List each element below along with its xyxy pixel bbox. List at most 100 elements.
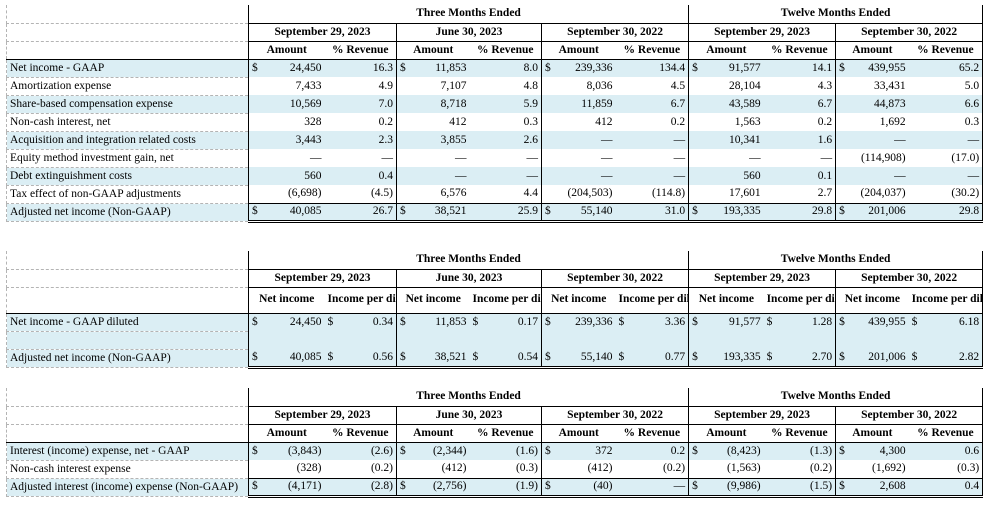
amount-value: (8,423) bbox=[700, 442, 764, 460]
pct-value: (0.3) bbox=[469, 460, 542, 479]
pct-value: 0.1 bbox=[763, 167, 836, 185]
net-income-value: 11,853 bbox=[408, 313, 470, 331]
net-income-value: 38,521 bbox=[408, 349, 470, 369]
period-header: September 30, 2022 bbox=[835, 406, 984, 425]
amount-value: (9,986) bbox=[700, 478, 764, 498]
eps-value: 0.17 bbox=[517, 315, 538, 328]
amount-value: (4,171) bbox=[260, 478, 325, 498]
pct-value: 6.6 bbox=[908, 95, 984, 113]
period-header: September 29, 2023 bbox=[688, 23, 836, 42]
amount-value: — bbox=[749, 151, 761, 164]
table-row-total: Adjusted interest (income) expense (Non-… bbox=[6, 478, 984, 498]
pct-value: — bbox=[615, 131, 689, 149]
period-header: September 29, 2023 bbox=[688, 406, 836, 425]
pct-value: — bbox=[381, 151, 394, 164]
table-row-spacer bbox=[6, 331, 984, 350]
amount-value: — bbox=[847, 167, 909, 185]
pct-value: (2.8) bbox=[324, 478, 397, 498]
net-income-value: 55,140 bbox=[553, 349, 616, 369]
table-row: Adjusted net income (Non-GAAP) $40,085 $0… bbox=[6, 349, 984, 369]
pct-revenue-header: % Revenue bbox=[771, 426, 828, 439]
pct-value: 31.0 bbox=[615, 203, 689, 223]
amount-value: 11,859 bbox=[553, 95, 616, 113]
amount-value: (40) bbox=[553, 478, 616, 498]
dollar-sign: $ bbox=[396, 313, 409, 331]
net-income-value: 24,450 bbox=[260, 313, 325, 331]
amount-value: 8,718 bbox=[408, 95, 470, 113]
pct-value: (2.6) bbox=[324, 442, 397, 460]
pct-value: 14.1 bbox=[763, 59, 836, 77]
pct-revenue-header: % Revenue bbox=[476, 426, 534, 439]
pct-value: 6.7 bbox=[763, 95, 836, 113]
dollar-sign: $ bbox=[327, 350, 334, 363]
amount-header: Amount bbox=[688, 424, 764, 442]
eps-value: 0.77 bbox=[664, 350, 686, 363]
pct-value: 5.9 bbox=[469, 95, 542, 113]
amount-value: — bbox=[310, 151, 322, 164]
pct-value: (1.5) bbox=[763, 478, 836, 498]
amount-value: 560 bbox=[260, 167, 325, 185]
pct-value: (114.8) bbox=[615, 185, 689, 204]
amount-header: Amount bbox=[688, 41, 764, 59]
dollar-sign: $ bbox=[472, 350, 479, 363]
row-label: Equity method investment gain, net bbox=[6, 149, 249, 168]
pct-value: 0.2 bbox=[378, 115, 393, 128]
table-row: Share-based compensation expense 10,569 7… bbox=[6, 95, 984, 114]
header-spacer bbox=[6, 287, 249, 314]
table-row-total: Adjusted net income (Non-GAAP) $40,085 26… bbox=[6, 203, 984, 223]
amount-value: 193,335 bbox=[700, 203, 764, 223]
pct-value: 1.6 bbox=[763, 131, 836, 149]
interest-reconciliation-table: Three Months Ended Twelve Months Ended S… bbox=[6, 388, 984, 498]
amount-value: 239,336 bbox=[553, 59, 616, 77]
net-income-value: 439,955 bbox=[847, 313, 909, 331]
amount-value: 7,433 bbox=[295, 79, 322, 92]
amount-value: 24,450 bbox=[260, 59, 325, 77]
net-income-value: 201,006 bbox=[847, 349, 909, 369]
dollar-sign: $ bbox=[541, 478, 554, 498]
table-row: Acquisition and integration related cost… bbox=[6, 131, 984, 150]
period-header: September 30, 2022 bbox=[540, 269, 689, 288]
dollar-sign: $ bbox=[688, 442, 701, 460]
row-label: Interest (income) expense, net - GAAP bbox=[6, 442, 249, 461]
amount-value: 11,853 bbox=[408, 59, 470, 77]
pct-revenue-header: % Revenue bbox=[908, 424, 984, 442]
period-header: September 29, 2023 bbox=[248, 406, 397, 425]
pct-value: 6.7 bbox=[615, 95, 689, 113]
amount-value: (2,756) bbox=[408, 478, 470, 498]
pct-value: (0.2) bbox=[763, 460, 836, 479]
header-spacer bbox=[6, 269, 249, 288]
amount-value: 6,576 bbox=[408, 185, 470, 204]
table-row: Tax effect of non-GAAP adjustments (6,69… bbox=[6, 185, 984, 204]
period-header: September 30, 2022 bbox=[540, 23, 689, 42]
amount-value: 40,085 bbox=[260, 203, 325, 223]
pct-value: (0.2) bbox=[615, 460, 689, 479]
dollar-sign: $ bbox=[618, 315, 625, 328]
amount-header: Amount bbox=[396, 41, 470, 59]
amount-value: 3,443 bbox=[260, 131, 325, 149]
dollar-sign: $ bbox=[248, 203, 261, 223]
row-label: Acquisition and integration related cost… bbox=[6, 131, 249, 150]
dollar-sign: $ bbox=[688, 59, 701, 77]
pct-value: 0.4 bbox=[324, 167, 397, 185]
dollar-sign: $ bbox=[766, 315, 773, 328]
amount-value: — bbox=[847, 131, 909, 149]
amount-header: Amount bbox=[248, 424, 325, 442]
amount-value: (1,692) bbox=[847, 460, 909, 479]
amount-value: 43,589 bbox=[700, 95, 764, 113]
table-row: Interest (income) expense, net - GAAP $(… bbox=[6, 442, 984, 461]
period-header: September 29, 2023 bbox=[248, 23, 397, 42]
pct-value: 0.6 bbox=[908, 442, 984, 460]
amount-value: 3,855 bbox=[408, 131, 470, 149]
pct-value: 65.2 bbox=[908, 59, 984, 77]
period-header: September 30, 2022 bbox=[540, 406, 689, 425]
table-row: Net income - GAAP diluted $24,450 $0.34 $… bbox=[6, 313, 984, 332]
amount-value: 372 bbox=[553, 442, 616, 460]
pct-value: (17.0) bbox=[908, 149, 984, 167]
amount-value: 328 bbox=[304, 115, 322, 128]
amount-value: 33,431 bbox=[873, 79, 906, 92]
period-header: September 30, 2022 bbox=[835, 23, 984, 42]
amount-value: (1,563) bbox=[700, 460, 764, 479]
table-row: Equity method investment gain, net — — — —… bbox=[6, 149, 984, 168]
amount-value: 560 bbox=[700, 167, 764, 185]
net-income-value: 40,085 bbox=[260, 349, 325, 369]
